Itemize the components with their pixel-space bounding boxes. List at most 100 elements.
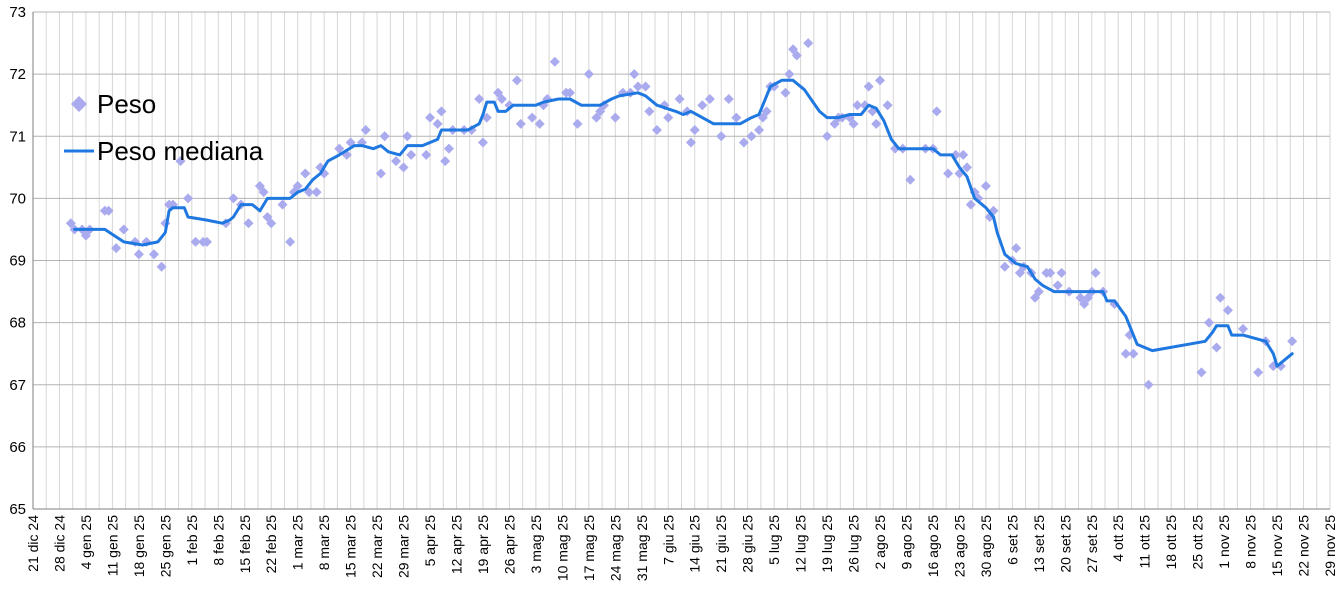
x-tick-label: 8 nov 25 bbox=[1243, 515, 1259, 569]
peso-point bbox=[474, 93, 485, 104]
peso-point bbox=[791, 50, 802, 61]
peso-point bbox=[644, 106, 655, 117]
x-tick-label: 12 apr 25 bbox=[449, 515, 465, 574]
x-tick-label: 17 mag 25 bbox=[581, 515, 597, 581]
peso-point bbox=[311, 187, 322, 198]
legend-item-peso-mediana: Peso mediana bbox=[64, 136, 264, 166]
peso-point bbox=[277, 199, 288, 210]
x-tick-label: 5 lug 25 bbox=[766, 515, 782, 565]
x-tick-label: 1 nov 25 bbox=[1216, 515, 1232, 569]
peso-point bbox=[300, 168, 311, 179]
peso-point bbox=[943, 168, 954, 179]
peso-point bbox=[243, 218, 254, 229]
x-tick-label: 10 mag 25 bbox=[554, 515, 570, 581]
x-tick-label: 1 mar 25 bbox=[290, 515, 306, 570]
x-tick-label: 7 giu 25 bbox=[660, 515, 676, 565]
peso-point bbox=[716, 131, 727, 142]
y-tick-label: 72 bbox=[9, 66, 26, 83]
x-tick-label: 22 mar 25 bbox=[369, 515, 385, 578]
peso-point bbox=[629, 69, 640, 80]
peso-point bbox=[663, 112, 674, 123]
peso-point bbox=[784, 69, 795, 80]
y-tick-label: 69 bbox=[9, 253, 26, 270]
x-tick-label: 13 set 25 bbox=[1031, 515, 1047, 573]
peso-point bbox=[871, 118, 882, 129]
x-tick-label: 29 nov 25 bbox=[1322, 515, 1338, 577]
peso-point bbox=[746, 131, 757, 142]
peso-point bbox=[156, 261, 167, 272]
peso-point bbox=[201, 236, 212, 247]
x-tick-label: 20 set 25 bbox=[1057, 515, 1073, 573]
peso-point bbox=[875, 75, 886, 86]
peso-point bbox=[379, 131, 390, 142]
x-tick-label: 31 mag 25 bbox=[634, 515, 650, 581]
peso-point bbox=[651, 125, 662, 136]
peso-point bbox=[822, 131, 833, 142]
peso-point bbox=[118, 224, 129, 235]
y-tick-label: 71 bbox=[9, 128, 26, 145]
x-tick-label: 11 gen 25 bbox=[104, 515, 120, 576]
peso-point bbox=[133, 249, 144, 260]
x-tick-label: 21 giu 25 bbox=[713, 515, 729, 573]
y-tick-label: 70 bbox=[9, 190, 26, 207]
x-tick-label: 5 apr 25 bbox=[422, 515, 438, 567]
peso-point bbox=[406, 149, 417, 160]
peso-point bbox=[1222, 305, 1233, 316]
y-axis-tick-labels: 65 66 67 68 69 70 71 72 73 bbox=[9, 4, 26, 518]
peso-point bbox=[549, 56, 560, 67]
peso-point bbox=[183, 193, 194, 204]
x-tick-label: 3 mag 25 bbox=[528, 515, 544, 574]
peso-point bbox=[761, 106, 772, 117]
peso-point bbox=[999, 261, 1010, 272]
peso-point bbox=[961, 162, 972, 173]
peso-point bbox=[421, 149, 432, 160]
x-tick-label: 2 ago 25 bbox=[872, 515, 888, 570]
peso-point bbox=[754, 125, 765, 136]
legend: Peso Peso mediana bbox=[64, 89, 264, 166]
peso-point bbox=[640, 81, 651, 92]
peso-point bbox=[285, 236, 296, 247]
peso-point bbox=[1203, 317, 1214, 328]
x-tick-label: 15 mar 25 bbox=[343, 515, 359, 578]
peso-point bbox=[610, 112, 621, 123]
peso-point bbox=[534, 118, 545, 129]
x-tick-label: 8 mar 25 bbox=[316, 515, 332, 570]
y-tick-label: 65 bbox=[9, 501, 26, 518]
peso-point bbox=[111, 243, 122, 254]
peso-point bbox=[391, 156, 402, 167]
peso-point bbox=[228, 193, 239, 204]
legend-item-peso: Peso bbox=[71, 89, 156, 119]
x-tick-label: 29 mar 25 bbox=[396, 515, 412, 578]
x-tick-label: 23 ago 25 bbox=[951, 515, 967, 577]
peso-point bbox=[780, 87, 791, 98]
legend-label-peso: Peso bbox=[97, 89, 156, 119]
peso-point bbox=[704, 93, 715, 104]
y-tick-label: 68 bbox=[9, 315, 26, 332]
peso-point bbox=[803, 38, 814, 49]
x-tick-label: 30 ago 25 bbox=[978, 515, 994, 577]
peso-point bbox=[292, 180, 303, 191]
peso-point bbox=[436, 106, 447, 117]
x-tick-label: 16 ago 25 bbox=[925, 515, 941, 577]
peso-point bbox=[266, 218, 277, 229]
peso-point bbox=[931, 106, 942, 117]
peso-point bbox=[723, 93, 734, 104]
peso-point bbox=[852, 100, 863, 111]
x-tick-label: 4 gen 25 bbox=[78, 515, 94, 570]
x-tick-label: 11 ott 25 bbox=[1137, 515, 1153, 569]
peso-mediana-line bbox=[73, 78, 1294, 368]
peso-point bbox=[512, 75, 523, 86]
peso-point bbox=[848, 118, 859, 129]
peso-point bbox=[738, 137, 749, 148]
x-tick-label: 22 nov 25 bbox=[1296, 515, 1312, 577]
peso-point bbox=[527, 112, 538, 123]
x-axis-tick-labels: 21 dic 24 28 dic 24 4 gen 25 11 gen 25 18 ge… bbox=[25, 515, 1338, 581]
x-tick-label: 25 gen 25 bbox=[157, 515, 173, 577]
peso-point bbox=[882, 100, 893, 111]
peso-point bbox=[425, 112, 436, 123]
peso-point bbox=[1143, 379, 1154, 390]
axes bbox=[32, 12, 1330, 510]
peso-point bbox=[685, 137, 696, 148]
peso-point bbox=[1033, 286, 1044, 297]
